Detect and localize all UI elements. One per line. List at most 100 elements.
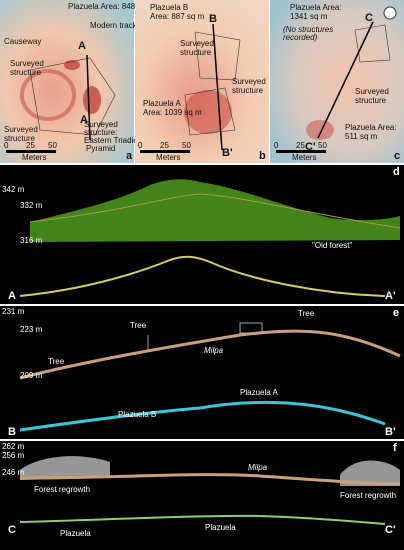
panel-letter: d <box>393 166 400 178</box>
label: Plazuela A <box>143 99 181 108</box>
label: structure <box>4 134 36 143</box>
transect-end: C <box>8 524 16 536</box>
label: structure <box>180 48 212 57</box>
scale-label: Meters <box>156 153 180 162</box>
transect-end: B' <box>385 426 396 438</box>
map-background <box>135 0 269 163</box>
label: Forest regrowth <box>340 491 396 500</box>
label: "Old forest" <box>312 241 353 250</box>
profile-e: 231 m 223 m 209 m Tree Tree Tree Milpa P… <box>0 306 404 439</box>
scale-label: 50 <box>318 141 327 150</box>
elevation: 246 m <box>2 468 25 477</box>
label: Tree <box>130 321 147 330</box>
elevation: 342 m <box>2 185 25 194</box>
label: Milpa <box>248 463 268 472</box>
ground-profile <box>19 400 386 432</box>
label: Plazuela Area: <box>345 123 397 132</box>
scale-label: 25 <box>296 141 305 150</box>
panel-letter: b <box>259 150 266 162</box>
label: Surveyed <box>355 87 389 96</box>
label: Plazuela Area: 8486 sq m <box>68 2 160 11</box>
ground <box>29 193 401 229</box>
ground <box>19 473 401 486</box>
transect-end: C' <box>385 524 396 536</box>
vegetation <box>30 179 400 242</box>
panel-letter: c <box>394 150 400 162</box>
label: Tree <box>298 309 315 318</box>
scale-label: 0 <box>138 141 143 150</box>
label: structure <box>355 96 387 105</box>
ground-profile <box>19 255 386 297</box>
scale-label: 50 <box>182 141 191 150</box>
transect-label: C' <box>305 141 316 153</box>
label: Plazuela Area: <box>290 3 342 12</box>
label: Surveyed <box>84 120 118 129</box>
label: Plazuela <box>205 523 236 532</box>
label: Surveyed <box>10 59 44 68</box>
transect-end: A <box>8 290 16 302</box>
transect-label: B <box>209 13 217 25</box>
label: structure: <box>84 128 117 137</box>
mound <box>20 69 76 121</box>
map-background <box>270 0 404 163</box>
scale-bar <box>6 150 56 153</box>
transect-end: B <box>8 426 16 438</box>
elevation: 332 m <box>20 201 43 210</box>
scale-bar <box>140 150 190 153</box>
label: Surveyed <box>4 125 38 134</box>
scale-label: 25 <box>160 141 169 150</box>
ground-profile <box>19 514 386 525</box>
panel-letter: e <box>393 307 399 319</box>
label: Plazuela B <box>118 410 156 419</box>
label: 1341 sq m <box>290 12 328 21</box>
elevation: 316 m <box>20 236 43 245</box>
transect <box>212 23 223 151</box>
elevation: 231 m <box>2 307 25 316</box>
mound <box>306 120 334 140</box>
scale-label: 50 <box>48 141 57 150</box>
profile-background <box>0 306 404 439</box>
plazuela-outline <box>29 57 116 136</box>
elevation: 209 m <box>20 371 43 380</box>
profile-f: 262 m 256 m 246 m Forest regrowth Milpa … <box>0 441 404 550</box>
north-arrow <box>383 6 397 20</box>
ground <box>19 329 401 380</box>
label: Modern track <box>90 21 138 30</box>
vegetation <box>20 456 110 480</box>
panel-letter: a <box>126 150 133 162</box>
label: structure <box>10 68 42 77</box>
scale-label: 0 <box>274 141 279 150</box>
scale-label: Meters <box>292 153 316 162</box>
transect <box>317 21 374 139</box>
label: Area: 1039 sq m <box>143 108 202 117</box>
transect-label: A <box>78 40 86 52</box>
transect-end: A' <box>385 290 396 302</box>
label: Tree <box>48 357 65 366</box>
elevation: 256 m <box>2 451 25 460</box>
label: Milpa <box>204 346 224 355</box>
elevation: 262 m <box>2 442 25 451</box>
label: Causeway <box>4 37 41 46</box>
scale-label: Meters <box>22 153 46 162</box>
label: Plazuela <box>60 529 91 538</box>
scale-bar <box>276 150 326 153</box>
plazuela-outline <box>194 31 241 81</box>
plazuela-outline <box>184 87 236 136</box>
structure <box>239 322 263 334</box>
scale-label: 0 <box>4 141 9 150</box>
label: (No structures <box>283 25 333 34</box>
profile-d: 342 m 332 m 316 m "Old forest" A A' d <box>0 165 404 304</box>
vegetation <box>340 460 400 486</box>
label: Area: 887 sq m <box>150 12 205 21</box>
label: Forest regrowth <box>34 485 90 494</box>
transect-label: C <box>365 12 373 24</box>
transect <box>86 54 91 141</box>
label: Surveyed <box>232 77 266 86</box>
mound <box>83 86 101 114</box>
label: Plazuela B <box>150 3 188 12</box>
label: 511 sq m <box>345 132 378 141</box>
map-b: Plazuela B Area: 887 sq m B Surveyed str… <box>135 0 269 163</box>
label: structure <box>232 86 264 95</box>
transect-label: B' <box>222 147 233 159</box>
